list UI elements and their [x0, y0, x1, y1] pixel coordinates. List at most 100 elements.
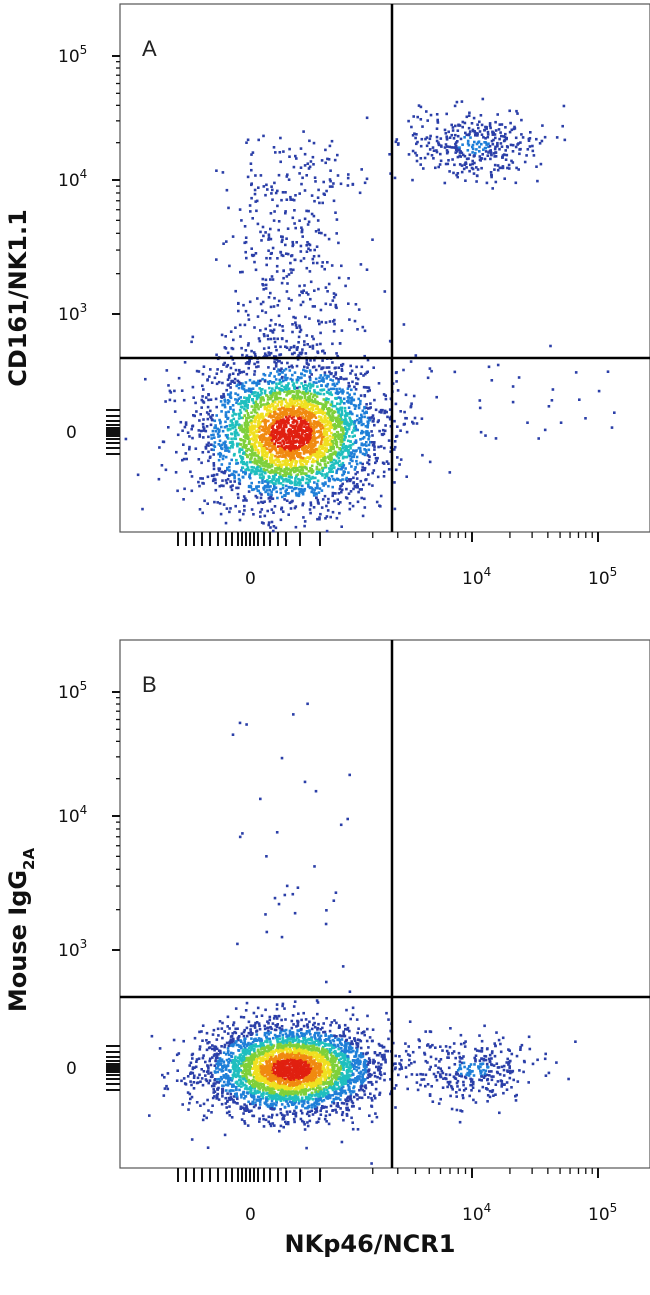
- event-dot: [173, 399, 177, 403]
- event-dot: [338, 423, 341, 427]
- event-dot: [395, 371, 398, 374]
- event-dot: [229, 391, 233, 394]
- event-dot: [435, 150, 439, 154]
- event-dot: [224, 446, 227, 450]
- event-dot: [306, 456, 309, 459]
- event-dot: [431, 146, 435, 149]
- event-dot: [263, 436, 266, 440]
- event-dot: [481, 153, 484, 156]
- event-dot: [399, 458, 403, 461]
- event-dot: [281, 415, 284, 419]
- event-dot: [244, 240, 248, 244]
- event-dot: [279, 424, 283, 428]
- event-dot: [329, 391, 332, 394]
- event-dot: [287, 387, 291, 390]
- event-dot: [284, 433, 288, 437]
- event-dot: [212, 462, 216, 465]
- event-dot: [254, 451, 257, 455]
- event-dot: [295, 347, 299, 350]
- event-dot: [275, 435, 278, 438]
- event-dot: [225, 507, 229, 510]
- event-dot: [301, 491, 304, 494]
- event-dot: [471, 129, 475, 133]
- event-dot: [288, 1059, 291, 1062]
- event-dot: [303, 442, 306, 446]
- event-dot: [195, 1058, 199, 1061]
- event-dot: [501, 165, 505, 168]
- event-dot: [270, 422, 273, 425]
- event-dot: [267, 432, 271, 436]
- event-dot: [265, 406, 269, 410]
- event-dot: [316, 219, 320, 222]
- event-dot: [293, 457, 296, 460]
- event-dot: [259, 438, 262, 441]
- event-dot: [310, 490, 313, 494]
- event-dot: [286, 252, 290, 256]
- event-dot: [361, 466, 364, 469]
- event-dot: [305, 392, 309, 395]
- event-dot: [201, 1024, 205, 1027]
- event-dot: [279, 345, 282, 349]
- event-dot: [384, 424, 387, 427]
- event-dot: [338, 1085, 341, 1089]
- event-dot: [293, 386, 296, 390]
- event-dot: [244, 400, 247, 403]
- event-dot: [267, 523, 270, 527]
- event-dot: [263, 334, 266, 338]
- event-dot: [257, 186, 260, 189]
- event-dot: [297, 487, 301, 491]
- event-dot: [283, 468, 287, 471]
- event-dot: [206, 417, 210, 421]
- event-dot: [613, 411, 616, 414]
- event-dot: [420, 137, 424, 141]
- event-dot: [266, 481, 270, 485]
- event-dot: [285, 405, 289, 408]
- event-dot: [240, 406, 244, 409]
- event-dot: [207, 398, 210, 402]
- event-dot: [312, 437, 315, 440]
- event-dot: [301, 438, 304, 441]
- event-dot: [505, 137, 508, 140]
- event-dot: [370, 441, 374, 444]
- event-dot: [302, 1120, 306, 1124]
- event-dot: [334, 436, 337, 439]
- event-dot: [355, 376, 358, 380]
- event-dot: [363, 497, 366, 501]
- event-dot: [352, 1085, 356, 1088]
- event-dot: [289, 440, 293, 443]
- event-dot: [538, 142, 542, 145]
- event-dot: [225, 388, 228, 392]
- event-dot: [220, 370, 223, 373]
- event-dot: [248, 378, 252, 382]
- event-dot: [331, 415, 335, 418]
- event-dot: [301, 502, 305, 505]
- event-dot: [287, 405, 291, 408]
- event-dot: [257, 382, 261, 385]
- event-dot: [193, 1074, 196, 1078]
- event-dot: [456, 134, 460, 138]
- event-dot: [290, 254, 294, 257]
- event-dot: [190, 427, 193, 431]
- event-dot: [316, 486, 319, 490]
- event-dot: [293, 258, 297, 262]
- event-dot: [223, 398, 226, 401]
- event-dot: [446, 145, 449, 148]
- event-dot: [394, 140, 398, 144]
- event-dot: [341, 388, 344, 392]
- event-dot: [463, 163, 466, 166]
- event-dot: [310, 412, 313, 416]
- event-dot: [248, 395, 251, 398]
- event-dot: [197, 429, 201, 432]
- event-dot: [310, 398, 313, 402]
- event-dot: [306, 450, 310, 453]
- event-dot: [339, 377, 343, 380]
- event-dot: [213, 376, 217, 380]
- event-dot: [233, 381, 236, 384]
- event-dot: [334, 305, 338, 309]
- event-dot: [279, 1099, 283, 1103]
- event-dot: [459, 137, 463, 141]
- event-dot: [354, 404, 358, 408]
- event-dot: [373, 445, 376, 449]
- event-dot: [306, 446, 309, 450]
- event-dot: [232, 454, 236, 457]
